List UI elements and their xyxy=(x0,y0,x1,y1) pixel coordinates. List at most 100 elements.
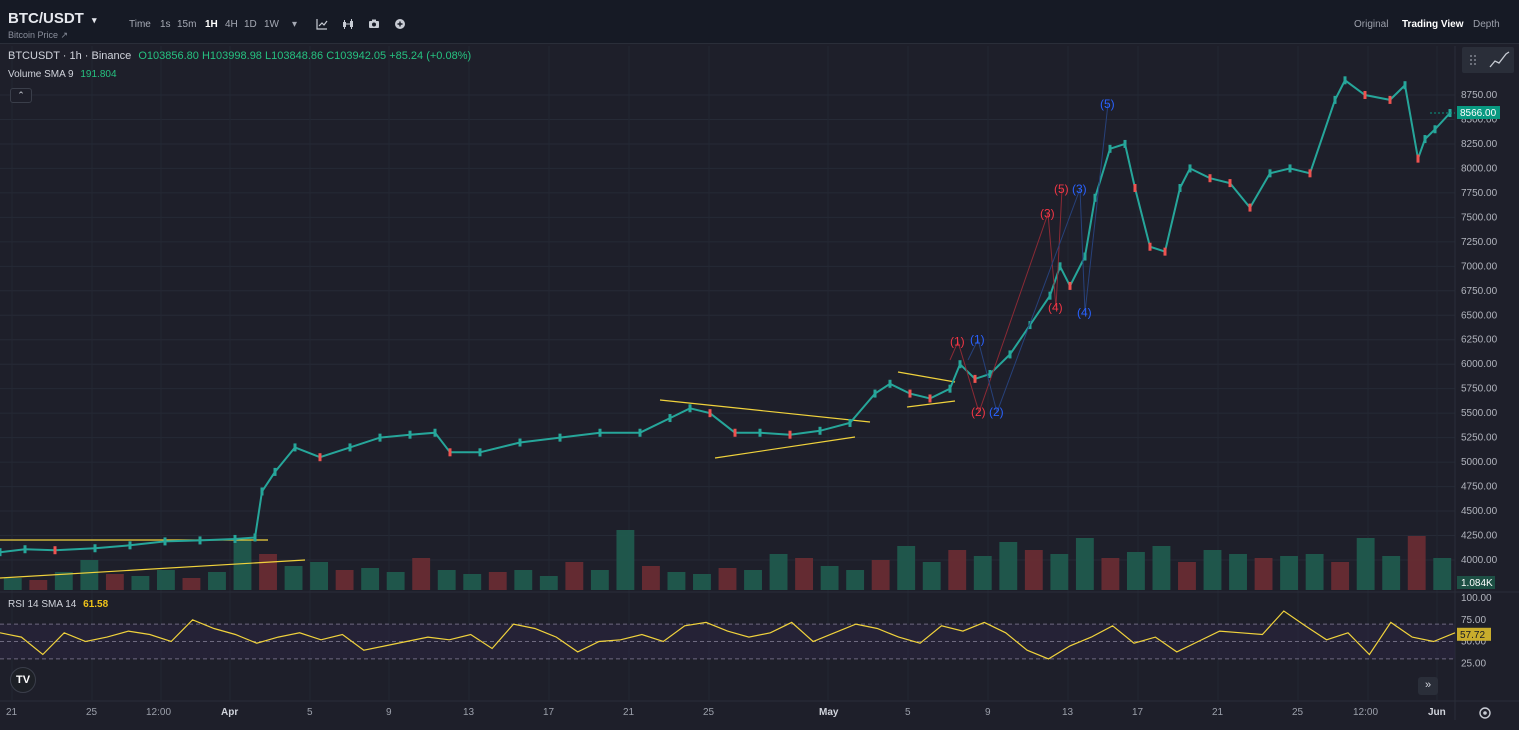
price-candle xyxy=(1108,144,1112,153)
price-candle xyxy=(348,443,352,452)
time-axis-label: 25 xyxy=(703,707,715,718)
volume-bar xyxy=(1407,536,1426,590)
price-candle xyxy=(1423,135,1427,144)
tf-1d[interactable]: 1D xyxy=(244,19,257,30)
time-axis-label: May xyxy=(819,707,839,718)
volume-bar xyxy=(999,542,1018,590)
rsi-axis-tick: 25.00 xyxy=(1461,658,1486,669)
price-candle xyxy=(1433,125,1437,134)
price-candle xyxy=(293,443,297,452)
price-candle xyxy=(1093,193,1097,202)
price-candle xyxy=(788,430,792,439)
volume-label: Volume SMA 9 xyxy=(8,69,74,80)
price-axis-tick: 6500.00 xyxy=(1461,310,1498,321)
price-candle xyxy=(948,384,952,393)
price-chart[interactable]: 8750.00 8500.00 8250.00 8000.00 7750.00 7500.… xyxy=(0,45,1519,730)
volume-bar xyxy=(1356,538,1375,590)
wave-label-red: (3) xyxy=(1040,206,1055,220)
volume-bar xyxy=(897,546,916,590)
price-candle xyxy=(1343,76,1347,85)
price-axis-tick: 8500.00 xyxy=(1461,114,1498,125)
ohlc-legend: BTCUSDT · 1h · Binance O103856.80 H10399… xyxy=(8,50,471,62)
chevron-down-icon: ▾ xyxy=(92,15,97,25)
volume-bar xyxy=(1024,550,1043,590)
tf-time[interactable]: Time xyxy=(129,19,151,30)
price-candle xyxy=(1148,242,1152,251)
chart-area[interactable]: 8750.00 8500.00 8250.00 8000.00 7750.00 7500.… xyxy=(0,45,1519,730)
tf-1w[interactable]: 1W xyxy=(264,19,279,30)
view-depth[interactable]: Depth xyxy=(1473,19,1500,30)
time-axis-label: 21 xyxy=(623,707,635,718)
rsi-value-label: 57.72 xyxy=(1460,630,1485,641)
symbol-selector[interactable]: BTC/USDT ▾ xyxy=(8,10,97,27)
candles-icon[interactable] xyxy=(342,18,354,30)
plus-circle-icon[interactable] xyxy=(394,18,406,30)
volume-bar xyxy=(1331,562,1350,590)
collapse-up-icon[interactable]: ⌃ xyxy=(10,88,32,103)
time-axis-label: 5 xyxy=(307,707,313,718)
price-candle xyxy=(1288,164,1292,173)
tf-4h[interactable]: 4H xyxy=(225,19,238,30)
price-candle xyxy=(408,430,412,439)
volume-bar xyxy=(1305,554,1324,590)
price-axis-tick: 5500.00 xyxy=(1461,408,1498,419)
volume-bar xyxy=(156,570,175,590)
chart-type-icon[interactable] xyxy=(1462,47,1514,73)
price-candle xyxy=(1208,174,1212,183)
volume-bar xyxy=(437,570,456,590)
price-candle xyxy=(233,534,237,543)
price-candle xyxy=(558,433,562,442)
legend-high: H103998.98 xyxy=(201,50,262,62)
tf-15m[interactable]: 15m xyxy=(177,19,197,30)
trendline xyxy=(714,436,856,459)
volume-bar xyxy=(412,558,431,590)
price-candle xyxy=(1248,203,1252,212)
price-axis-tick: 6250.00 xyxy=(1461,335,1498,346)
volume-bar xyxy=(1433,558,1452,590)
volume-bar xyxy=(1203,550,1222,590)
tf-1h[interactable]: 1H xyxy=(205,19,218,30)
volume-bar xyxy=(846,570,865,590)
price-candle xyxy=(93,544,97,553)
chart-type-glyph xyxy=(1470,51,1510,68)
tradingview-logo-icon[interactable]: TV xyxy=(10,667,36,693)
rsi-label: RSI 14 SMA 14 xyxy=(8,599,77,610)
time-axis-label: 17 xyxy=(543,707,555,718)
price-candle xyxy=(598,428,602,437)
price-candle xyxy=(733,428,737,437)
legend-low: L103848.86 xyxy=(265,50,324,62)
price-candle xyxy=(908,389,912,398)
tf-more-chevron-icon[interactable]: ▾ xyxy=(292,19,298,30)
go-to-realtime-icon[interactable]: » xyxy=(1418,677,1438,695)
wave-label-blue: (4) xyxy=(1077,305,1092,319)
volume-bar xyxy=(488,572,507,590)
volume-bar xyxy=(335,570,354,590)
symbol-subtitle: Bitcoin Price ↗ xyxy=(8,30,69,40)
price-axis-tick: 4500.00 xyxy=(1461,506,1498,517)
volume-bar xyxy=(1152,546,1171,590)
price-axis-tick: 5750.00 xyxy=(1461,384,1498,395)
rsi-line xyxy=(0,610,1456,660)
price-candle xyxy=(1416,154,1420,163)
price-axis-tick: 5000.00 xyxy=(1461,457,1498,468)
camera-icon[interactable] xyxy=(368,18,380,30)
tf-1s[interactable]: 1s xyxy=(160,19,171,30)
time-axis-label: 12:00 xyxy=(146,707,171,718)
chart-header: BTC/USDT ▾ Bitcoin Price ↗ Time 1s 15m 1… xyxy=(0,0,1519,44)
settings-gear-icon[interactable] xyxy=(1477,705,1493,721)
line-chart-icon[interactable] xyxy=(316,18,328,30)
view-trading-view[interactable]: Trading View xyxy=(1402,19,1464,30)
price-candle xyxy=(1163,247,1167,256)
price-candle xyxy=(668,414,672,423)
volume-bar xyxy=(1229,554,1247,590)
volume-value-tag xyxy=(1457,576,1495,589)
volume-bar xyxy=(54,572,73,590)
price-candle xyxy=(958,360,962,369)
wave-label-blue: (2) xyxy=(989,405,1004,419)
legend-open: O103856.80 xyxy=(138,50,199,62)
volume-bar xyxy=(1254,558,1273,590)
price-axis-tick: 8250.00 xyxy=(1461,139,1498,150)
rsi-axis-tick: 100.00 xyxy=(1461,593,1492,604)
price-candle xyxy=(818,426,822,435)
view-original[interactable]: Original xyxy=(1354,19,1389,30)
